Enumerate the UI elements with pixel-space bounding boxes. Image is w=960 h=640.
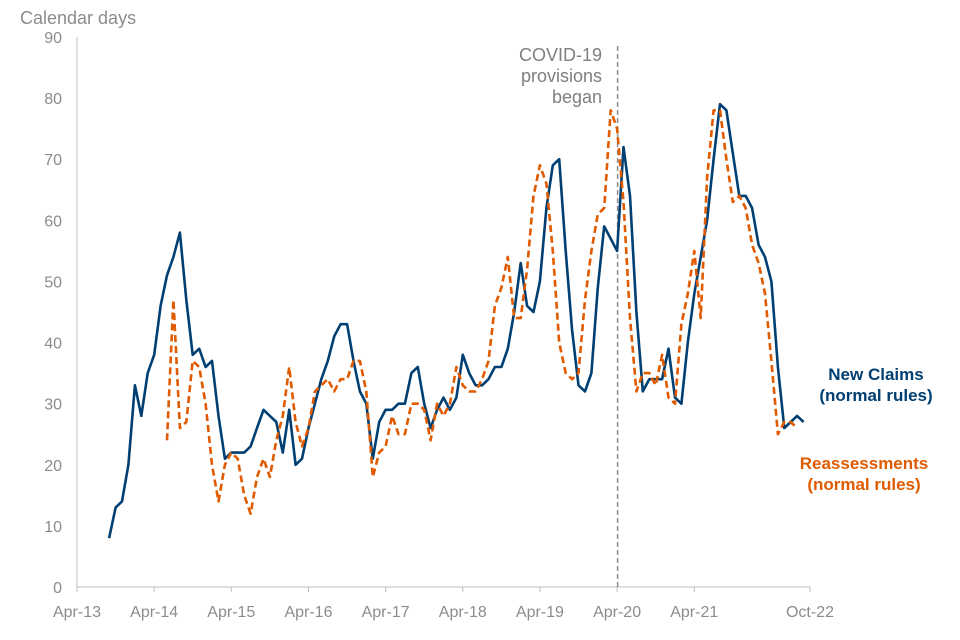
y-axis-label: Calendar days [20,8,136,28]
series-labels: New Claims (normal rules) Reassessments (no… [800,365,933,494]
series-lines [107,102,805,539]
x-tick-label: Apr-13 [53,604,101,621]
y-tick-label: 70 [44,152,62,169]
y-tick-label: 0 [53,580,62,597]
y-tick-label: 60 [44,213,62,230]
y-tick-label: 80 [44,91,62,108]
y-tick-label: 20 [44,458,62,475]
reassessments-series-line [165,109,798,516]
x-tick-label: Apr-20 [593,604,641,621]
y-tick-label: 50 [44,274,62,291]
y-tick-label: 10 [44,519,62,536]
x-tick-label: Apr-17 [362,604,410,621]
y-tick-label: 30 [44,397,62,414]
reassessments-label: (normal rules) [807,475,920,494]
annotation-text-line: began [552,87,602,107]
reassessments-label: Reassessments [800,454,929,473]
x-tick-label: Apr-18 [439,604,487,621]
y-axis-ticks: 0 10 20 30 40 50 60 70 80 90 [44,30,62,597]
x-axis-ticks: Apr-13 Apr-14 Apr-15 Apr-16 Apr-17 Apr-18 Apr-… [53,587,834,621]
annotation-text-line: COVID-19 [519,45,602,65]
new-claims-series-line [107,102,805,539]
x-tick-label: Apr-19 [516,604,564,621]
y-tick-label: 90 [44,30,62,47]
x-tick-label: Apr-16 [284,604,332,621]
y-tick-label: 40 [44,336,62,353]
x-tick-label: Apr-14 [130,604,178,621]
x-tick-label: Apr-21 [670,604,718,621]
x-tick-label: Oct-22 [786,604,834,621]
annotation-text-line: provisions [521,66,602,86]
new-claims-label: (normal rules) [819,386,932,405]
new-claims-label: New Claims [828,365,923,384]
x-tick-label: Apr-15 [207,604,255,621]
